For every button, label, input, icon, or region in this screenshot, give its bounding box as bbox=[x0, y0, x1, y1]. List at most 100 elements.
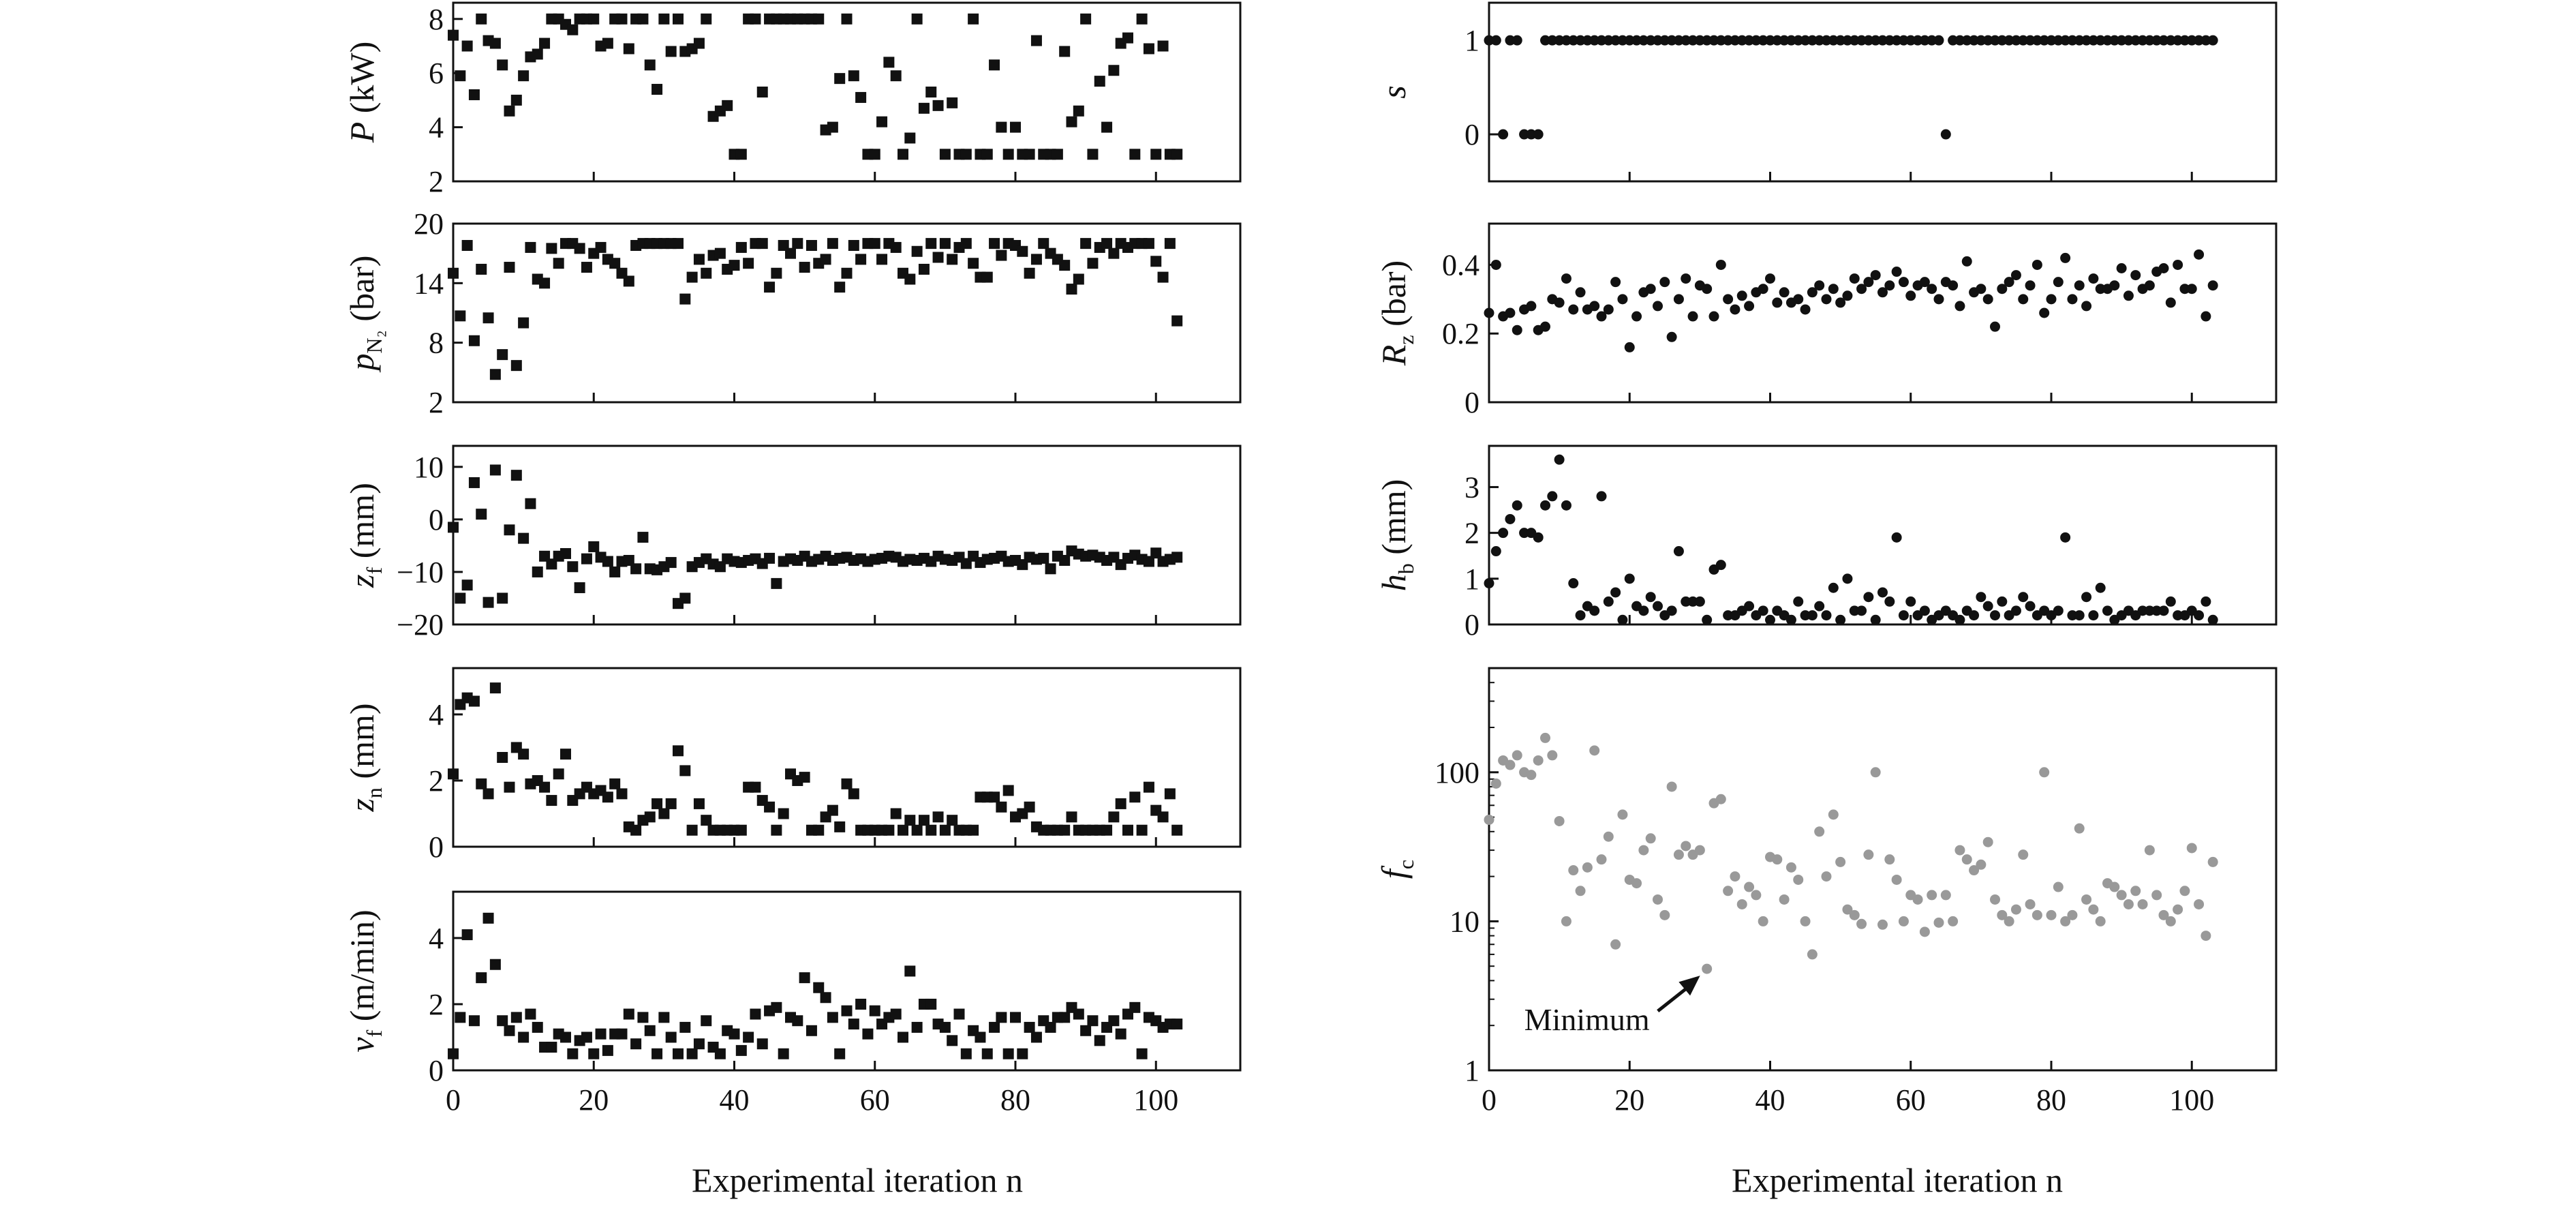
data-point bbox=[1940, 129, 1951, 140]
y-tick-label: 0 bbox=[429, 830, 444, 864]
data-point bbox=[1919, 926, 1930, 937]
y-axis-label-unit: (mm) bbox=[1375, 479, 1413, 564]
data-point bbox=[904, 132, 916, 144]
data-point bbox=[2088, 610, 2099, 621]
data-point bbox=[939, 1021, 951, 1033]
y-tick-label: −10 bbox=[397, 556, 444, 589]
data-point bbox=[644, 811, 656, 823]
data-point bbox=[468, 1015, 480, 1027]
y-axis-label-symbol: p bbox=[343, 353, 381, 372]
y-axis-label-unit: (bar) bbox=[1375, 260, 1413, 335]
data-point bbox=[714, 247, 726, 259]
data-point bbox=[2158, 909, 2169, 920]
data-point bbox=[679, 765, 691, 777]
data-point bbox=[996, 801, 1007, 813]
data-point bbox=[2151, 35, 2162, 46]
data-point bbox=[1122, 32, 1133, 44]
data-point bbox=[806, 240, 817, 252]
y-axis-label-unit: (bar) bbox=[343, 256, 381, 331]
data-point bbox=[1905, 35, 1916, 46]
data-point bbox=[883, 57, 895, 68]
data-point bbox=[630, 824, 642, 836]
y-tick-label: 8 bbox=[429, 327, 444, 360]
data-point bbox=[848, 70, 859, 82]
data-point bbox=[1681, 841, 1691, 851]
data-point bbox=[1814, 35, 1825, 46]
data-point bbox=[1568, 865, 1579, 876]
data-point bbox=[455, 310, 466, 322]
data-point bbox=[2060, 916, 2071, 926]
data-point bbox=[504, 105, 515, 117]
data-point bbox=[1568, 304, 1579, 315]
data-point bbox=[1129, 149, 1141, 160]
data-point bbox=[476, 509, 487, 520]
data-point bbox=[1080, 1025, 1092, 1036]
data-point bbox=[1933, 35, 1944, 46]
data-point bbox=[813, 982, 825, 993]
data-point bbox=[1094, 76, 1105, 87]
data-point bbox=[848, 1019, 859, 1030]
data-point bbox=[482, 597, 494, 608]
data-point bbox=[644, 1025, 656, 1036]
data-point bbox=[1080, 238, 1092, 250]
data-point bbox=[722, 100, 733, 111]
data-point bbox=[673, 238, 684, 250]
y-axis-label-subscript: f bbox=[362, 567, 386, 574]
data-point bbox=[1589, 745, 1600, 756]
data-point bbox=[673, 1048, 684, 1059]
data-point bbox=[532, 48, 543, 60]
data-point bbox=[1582, 35, 1593, 46]
data-point bbox=[701, 815, 712, 826]
data-point bbox=[2151, 605, 2162, 616]
data-point bbox=[1997, 284, 2008, 295]
data-point bbox=[2102, 35, 2113, 46]
data-point bbox=[448, 1048, 459, 1059]
y-axis-label-subscript: n bbox=[362, 787, 386, 798]
data-point bbox=[1094, 1035, 1105, 1046]
data-point bbox=[701, 267, 712, 279]
data-point bbox=[778, 808, 789, 819]
data-point bbox=[1884, 854, 1895, 865]
data-point bbox=[2207, 35, 2218, 46]
y-tick-label: 4 bbox=[429, 698, 444, 732]
data-point bbox=[448, 522, 459, 533]
data-point bbox=[455, 70, 466, 82]
data-point bbox=[1589, 35, 1600, 46]
data-point bbox=[1793, 35, 1804, 46]
data-point bbox=[1961, 256, 1972, 267]
data-point bbox=[539, 37, 551, 49]
y-tick-label: 2 bbox=[429, 764, 444, 798]
data-point bbox=[2116, 890, 2127, 901]
data-point bbox=[1842, 290, 1853, 301]
data-point bbox=[996, 1012, 1007, 1023]
data-point bbox=[651, 84, 663, 95]
data-point bbox=[2018, 849, 2029, 860]
y-axis-label: pN₂ (bar) bbox=[343, 256, 386, 373]
data-point bbox=[953, 1008, 965, 1020]
data-point bbox=[2046, 35, 2057, 46]
data-point bbox=[1631, 878, 1642, 889]
data-point bbox=[1589, 605, 1600, 616]
data-point bbox=[497, 752, 508, 763]
data-point bbox=[2158, 605, 2169, 616]
data-point bbox=[623, 275, 634, 287]
panel-focal-position: −20 −10 0 10 zf (mm) bbox=[343, 444, 1242, 642]
data-point bbox=[785, 247, 796, 259]
y-tick-label: 0 bbox=[1465, 118, 1479, 151]
data-point bbox=[2179, 35, 2190, 46]
data-point bbox=[1723, 886, 1734, 896]
data-point bbox=[1150, 256, 1162, 267]
data-point bbox=[2130, 35, 2141, 46]
data-point bbox=[2165, 297, 2176, 308]
data-point bbox=[1045, 563, 1056, 575]
y-axis-label-subscript: b bbox=[1394, 563, 1418, 574]
data-point bbox=[1150, 547, 1162, 559]
data-point bbox=[1666, 781, 1677, 792]
data-point bbox=[1807, 287, 1818, 298]
x-tick-label: 80 bbox=[1000, 1083, 1030, 1117]
data-point bbox=[876, 254, 888, 265]
data-point bbox=[1115, 798, 1126, 809]
data-point bbox=[947, 1035, 958, 1046]
data-point bbox=[981, 1048, 993, 1059]
data-point bbox=[1136, 1048, 1148, 1059]
